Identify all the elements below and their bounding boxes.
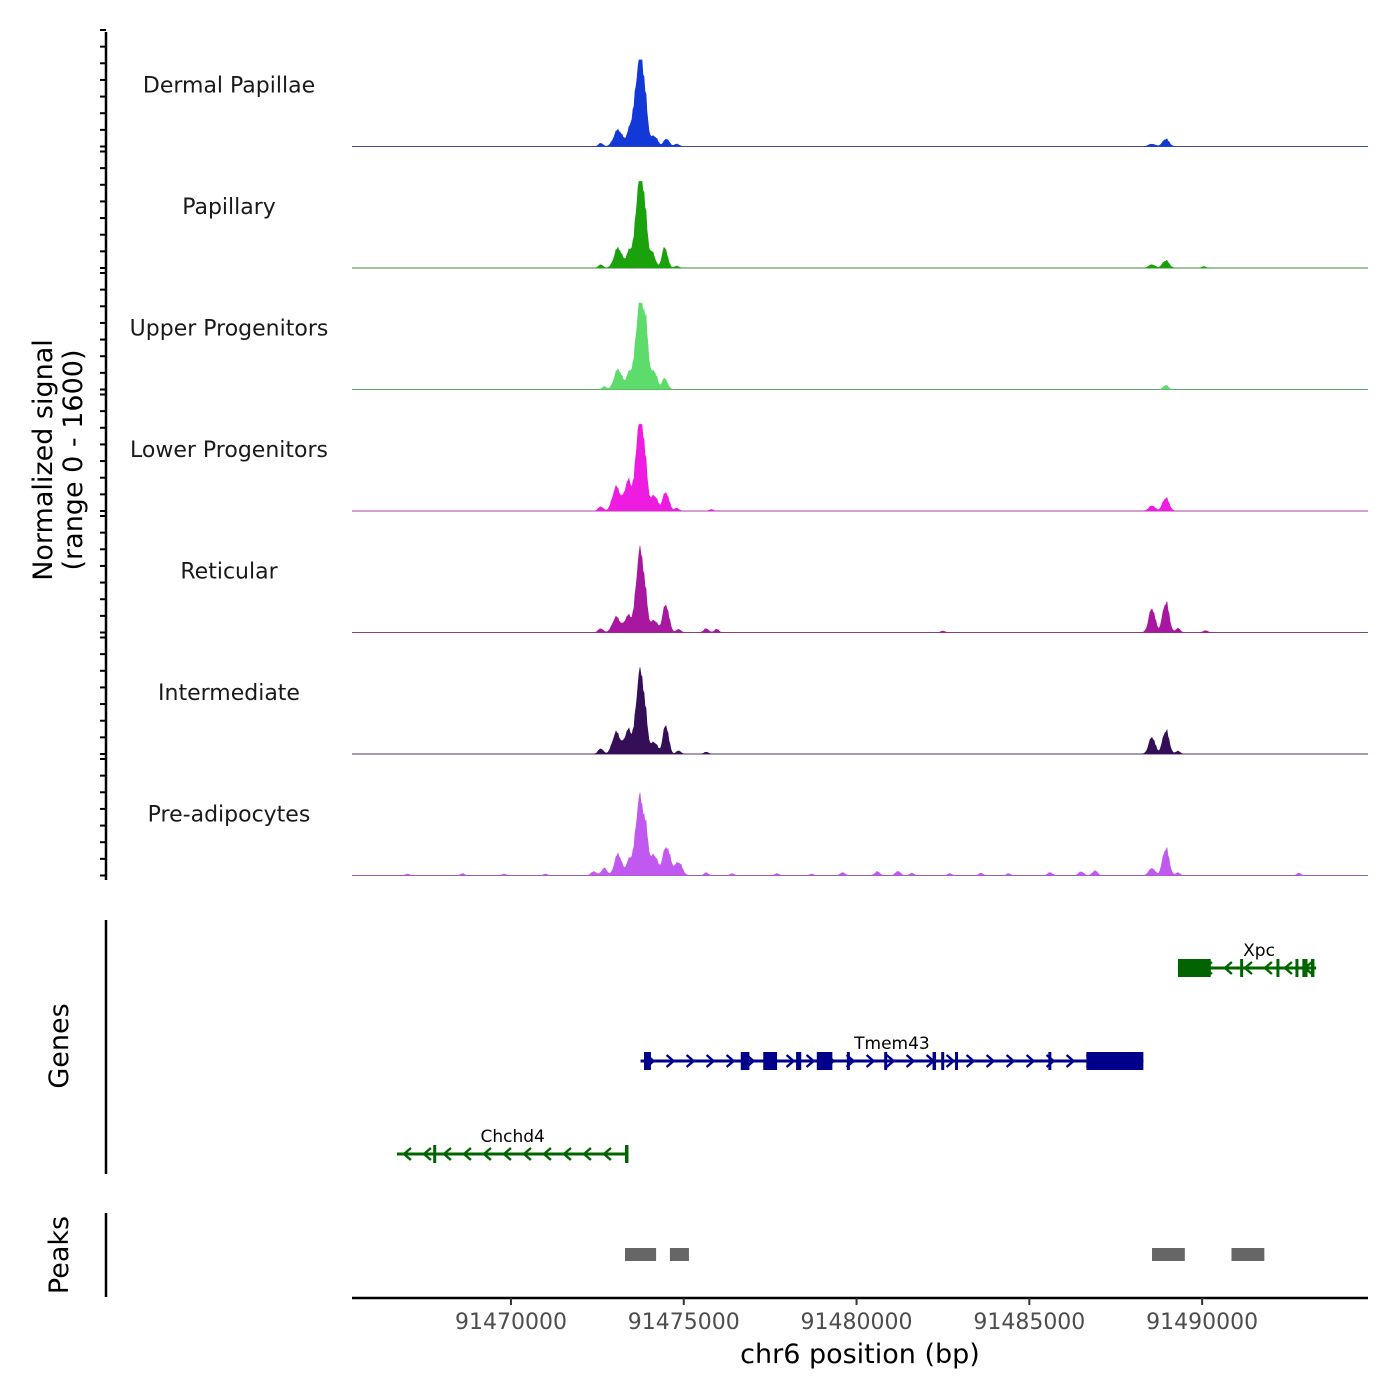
gene-exon — [846, 1052, 850, 1070]
strand-arrow — [905, 1054, 916, 1068]
track-label: Pre-adipocytes — [148, 803, 311, 828]
strand-arrow — [865, 1054, 876, 1068]
strand-arrow — [1005, 1054, 1016, 1068]
strand-arrow — [665, 1054, 676, 1068]
peaks-panel — [104, 1213, 1265, 1297]
gene-exon — [816, 1052, 833, 1070]
strand-arrow — [805, 1054, 816, 1068]
gene-exon — [1302, 959, 1308, 977]
strand-arrow — [945, 1054, 956, 1068]
gene-exon — [1048, 1052, 1052, 1070]
peak-region — [1231, 1248, 1265, 1261]
peak-region — [625, 1248, 657, 1261]
gene-exon — [796, 1052, 802, 1070]
peak-region — [1152, 1248, 1185, 1261]
strand-arrow — [985, 1054, 996, 1068]
signal-area — [352, 181, 1368, 269]
x-tick-label: 91475000 — [628, 1310, 740, 1335]
gene-exon — [763, 1052, 778, 1070]
gene-exon — [740, 1052, 750, 1070]
strand-arrow — [705, 1054, 716, 1068]
strand-arrow — [582, 1147, 592, 1161]
strand-arrow — [1263, 961, 1273, 975]
gene-label: Xpc — [1243, 941, 1275, 961]
track-label: Dermal Papillae — [143, 74, 315, 99]
gene-label: Tmem43 — [853, 1034, 930, 1054]
gene-exon — [1276, 959, 1280, 977]
track-label: Reticular — [180, 560, 278, 585]
strand-arrow — [725, 1054, 736, 1068]
gene-exon — [932, 1052, 937, 1070]
peak-region — [669, 1248, 689, 1261]
gene-exon — [1086, 1052, 1144, 1070]
strand-arrow — [422, 1147, 432, 1161]
y-axis-title-signal: Normalized signal — [28, 339, 59, 581]
gene-exon — [625, 1145, 629, 1163]
strand-arrow — [402, 1147, 412, 1161]
track-label: Intermediate — [158, 681, 300, 706]
y-axis-title-signal-range: (range 0 - 1600) — [58, 350, 89, 571]
strand-arrow — [482, 1147, 492, 1161]
strand-arrow — [522, 1147, 532, 1161]
strand-arrow — [1025, 1054, 1036, 1068]
strand-arrow — [442, 1147, 452, 1161]
signal-area — [352, 667, 1368, 755]
x-tick-label: 91490000 — [1146, 1310, 1258, 1335]
strand-arrow — [602, 1147, 612, 1161]
strand-arrow — [1283, 961, 1293, 975]
signal-panel: Dermal Papillae Papillary Upper Progenitor… — [100, 28, 1368, 880]
x-tick-label: 91480000 — [801, 1310, 913, 1335]
x-axis-title: chr6 position (bp) — [740, 1339, 980, 1370]
y-axis-title-peaks: Peaks — [44, 1216, 75, 1294]
strand-arrow — [965, 1054, 976, 1068]
signal-area — [352, 792, 1368, 876]
strand-arrow — [1065, 1054, 1076, 1068]
strand-arrow — [1223, 961, 1233, 975]
strand-arrow — [685, 1054, 696, 1068]
strand-arrow — [1243, 961, 1253, 975]
gene-exon — [644, 1052, 651, 1070]
gene-exon — [955, 1052, 959, 1070]
gene-exon — [1310, 959, 1315, 977]
gene-exon — [884, 1052, 888, 1070]
strand-arrow — [562, 1147, 572, 1161]
x-axis: 91470000 91475000 91480000 91485000 91490000 — [352, 1296, 1368, 1335]
signal-area — [352, 302, 1368, 390]
gene-exon — [433, 1145, 437, 1163]
gene-label: Chchd4 — [481, 1127, 545, 1147]
strand-arrow — [885, 1054, 896, 1068]
genes-panel: Xpc Tmem43 Chchd4 — [104, 920, 1317, 1174]
gene-exon — [1177, 959, 1211, 977]
gene-exon — [1240, 959, 1244, 977]
gene-exon — [941, 1052, 945, 1070]
signal-area — [352, 545, 1368, 633]
track-label: Papillary — [182, 195, 276, 220]
y-axis-title-genes: Genes — [44, 1003, 75, 1088]
strand-arrow — [502, 1147, 512, 1161]
gene-exon — [1295, 959, 1299, 977]
signal-area — [352, 424, 1368, 512]
x-tick-label: 91470000 — [455, 1310, 567, 1335]
strand-arrow — [542, 1147, 552, 1161]
strand-arrow — [785, 1054, 796, 1068]
x-tick-label: 91485000 — [973, 1310, 1085, 1335]
track-label: Upper Progenitors — [130, 317, 329, 342]
track-label: Lower Progenitors — [130, 438, 328, 463]
strand-arrow — [462, 1147, 472, 1161]
signal-area — [352, 59, 1368, 147]
